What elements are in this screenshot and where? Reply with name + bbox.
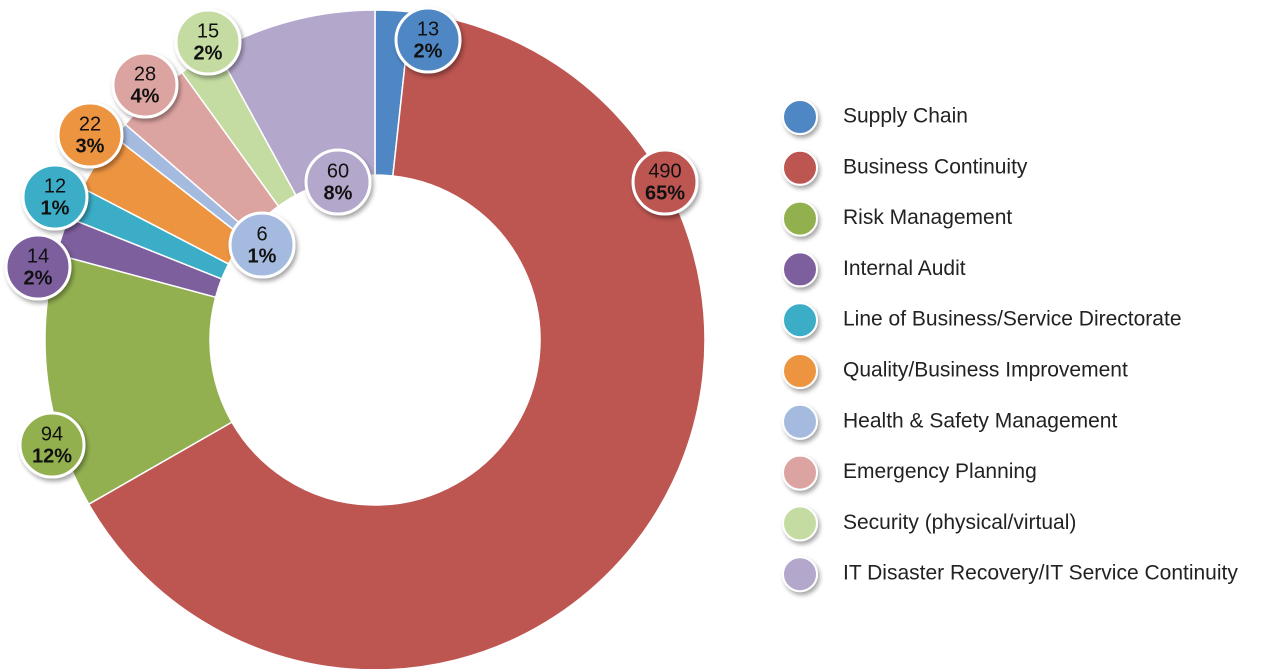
percent-label: 2% <box>414 40 443 62</box>
labels: 132%49065%9412%142%121%223%61%284%152%60… <box>4 6 699 479</box>
slices <box>44 9 706 669</box>
legend-swatch <box>782 200 818 237</box>
count-label: 22 <box>79 113 101 135</box>
legend-swatch <box>782 403 818 440</box>
legend-swatch <box>782 149 818 186</box>
legend-label: Business Continuity <box>843 155 1028 178</box>
count-label: 60 <box>327 160 349 182</box>
legend-label: IT Disaster Recovery/IT Service Continui… <box>843 562 1238 585</box>
percent-label: 12% <box>32 445 72 467</box>
percent-label: 2% <box>24 267 53 289</box>
label-bubble <box>111 51 179 119</box>
count-label: 6 <box>256 223 267 245</box>
legend-swatch <box>782 99 818 135</box>
legend-swatch <box>782 302 818 339</box>
legend-label: Health & Safety Management <box>843 409 1117 432</box>
count-label: 490 <box>648 160 681 182</box>
legend-swatch <box>782 251 818 288</box>
label-bubble <box>228 211 296 279</box>
label-bubble <box>631 148 699 216</box>
label-bubble <box>4 233 72 301</box>
percent-label: 4% <box>131 85 160 107</box>
count-label: 14 <box>27 245 49 267</box>
legend-label: Security (physical/virtual) <box>843 511 1076 534</box>
count-label: 28 <box>134 63 156 85</box>
count-label: 94 <box>41 423 63 445</box>
count-label: 13 <box>417 18 439 40</box>
percent-label: 2% <box>194 42 223 64</box>
legend-swatch <box>782 353 818 389</box>
percent-label: 3% <box>76 135 105 157</box>
legend-label: Emergency Planning <box>843 460 1037 483</box>
legend-label: Quality/Business Improvement <box>843 359 1128 382</box>
legend-swatch <box>782 556 818 593</box>
legend-label: Internal Audit <box>843 257 966 280</box>
label-bubble <box>18 411 86 479</box>
percent-label: 1% <box>248 245 277 267</box>
legend-swatch <box>782 505 818 542</box>
percent-label: 8% <box>324 182 353 204</box>
label-bubble <box>174 8 242 76</box>
legend: Supply Chain Business Continuity Risk Mana… <box>782 99 1238 593</box>
slice <box>87 11 706 669</box>
percent-label: 65% <box>645 182 685 204</box>
count-label: 15 <box>197 20 219 42</box>
legend-label: Risk Management <box>843 206 1012 229</box>
legend-label: Line of Business/Service Directorate <box>843 308 1182 331</box>
percent-label: 1% <box>41 197 70 219</box>
legend-label: Supply Chain <box>843 105 968 128</box>
count-label: 12 <box>44 175 66 197</box>
legend-swatch <box>782 454 818 491</box>
label-bubble <box>21 163 89 231</box>
label-bubble <box>394 6 462 74</box>
label-bubble <box>56 101 124 169</box>
label-bubble <box>304 148 372 216</box>
